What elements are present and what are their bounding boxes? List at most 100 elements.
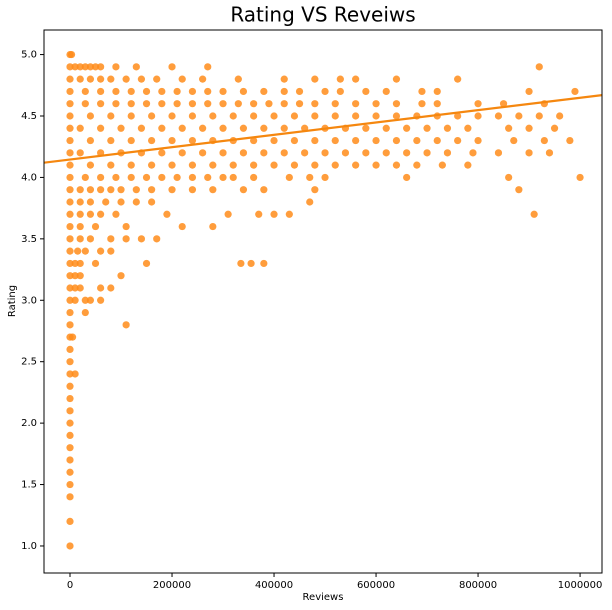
point [148,186,156,194]
point [81,308,89,317]
point [148,198,156,206]
x-tick-label: 0 [67,580,73,591]
point [107,161,115,169]
point [219,87,227,96]
point [66,272,74,280]
point [219,173,227,182]
point [525,149,533,157]
point [255,210,263,218]
point [535,112,543,120]
point [67,50,76,59]
point [331,100,339,108]
point [433,87,441,96]
point [81,87,89,96]
point [311,136,319,145]
point [525,124,533,132]
point [66,75,74,83]
point [127,173,135,182]
point [237,259,245,268]
y-axis-label: Rating [7,285,18,317]
point [178,149,186,157]
point [66,321,74,329]
point [234,75,242,83]
point [142,259,151,268]
point [372,100,380,108]
point [97,186,105,194]
point [250,100,258,108]
point [137,235,146,243]
point [153,75,161,83]
point [97,173,105,182]
x-tick-label: 400000 [255,580,293,591]
point [97,75,105,83]
point [530,210,538,218]
point [76,284,84,292]
point [209,161,217,169]
point [438,161,446,169]
point [127,100,135,108]
point [81,247,89,255]
point [494,112,503,120]
point [311,75,319,83]
point [525,87,533,96]
point [306,173,314,182]
point [515,186,523,194]
point [403,173,411,182]
point [454,112,462,120]
point [362,124,370,132]
point [352,75,360,83]
point [86,210,95,218]
point [229,173,237,182]
point [66,419,74,427]
point [311,161,319,169]
point [188,161,197,169]
point [168,161,176,169]
point [66,87,74,96]
point [66,468,74,476]
point [219,124,227,132]
point [219,100,227,108]
point [76,149,84,157]
point [188,173,197,182]
point [306,198,314,206]
point [66,161,74,169]
point [86,136,95,145]
point [71,370,79,378]
point [260,259,268,268]
point [76,235,84,243]
point [311,186,319,194]
point [331,136,339,145]
point [168,136,176,145]
point [66,382,74,390]
point [443,149,452,157]
point [285,210,293,218]
point [97,63,105,71]
plot-frame [43,29,603,574]
point [505,173,513,182]
point [178,222,186,231]
point [91,63,100,71]
point [66,444,74,452]
chart-title: Rating VS Reveiws [230,3,415,27]
point [535,63,543,71]
point [148,136,156,145]
point [545,149,554,157]
point [66,284,74,292]
y-tick-label: 1.0 [21,541,37,552]
point [209,112,217,120]
point [66,124,74,132]
point [168,186,176,194]
point [173,100,181,108]
point [66,493,74,501]
point [270,112,278,120]
point [224,210,232,218]
point [68,333,77,341]
x-tick-label: 800000 [459,580,497,591]
point [199,124,207,132]
point [204,87,212,96]
point [250,112,258,120]
point [423,124,431,132]
x-tick-label: 200000 [153,580,191,591]
point [112,87,120,96]
point [66,296,74,304]
